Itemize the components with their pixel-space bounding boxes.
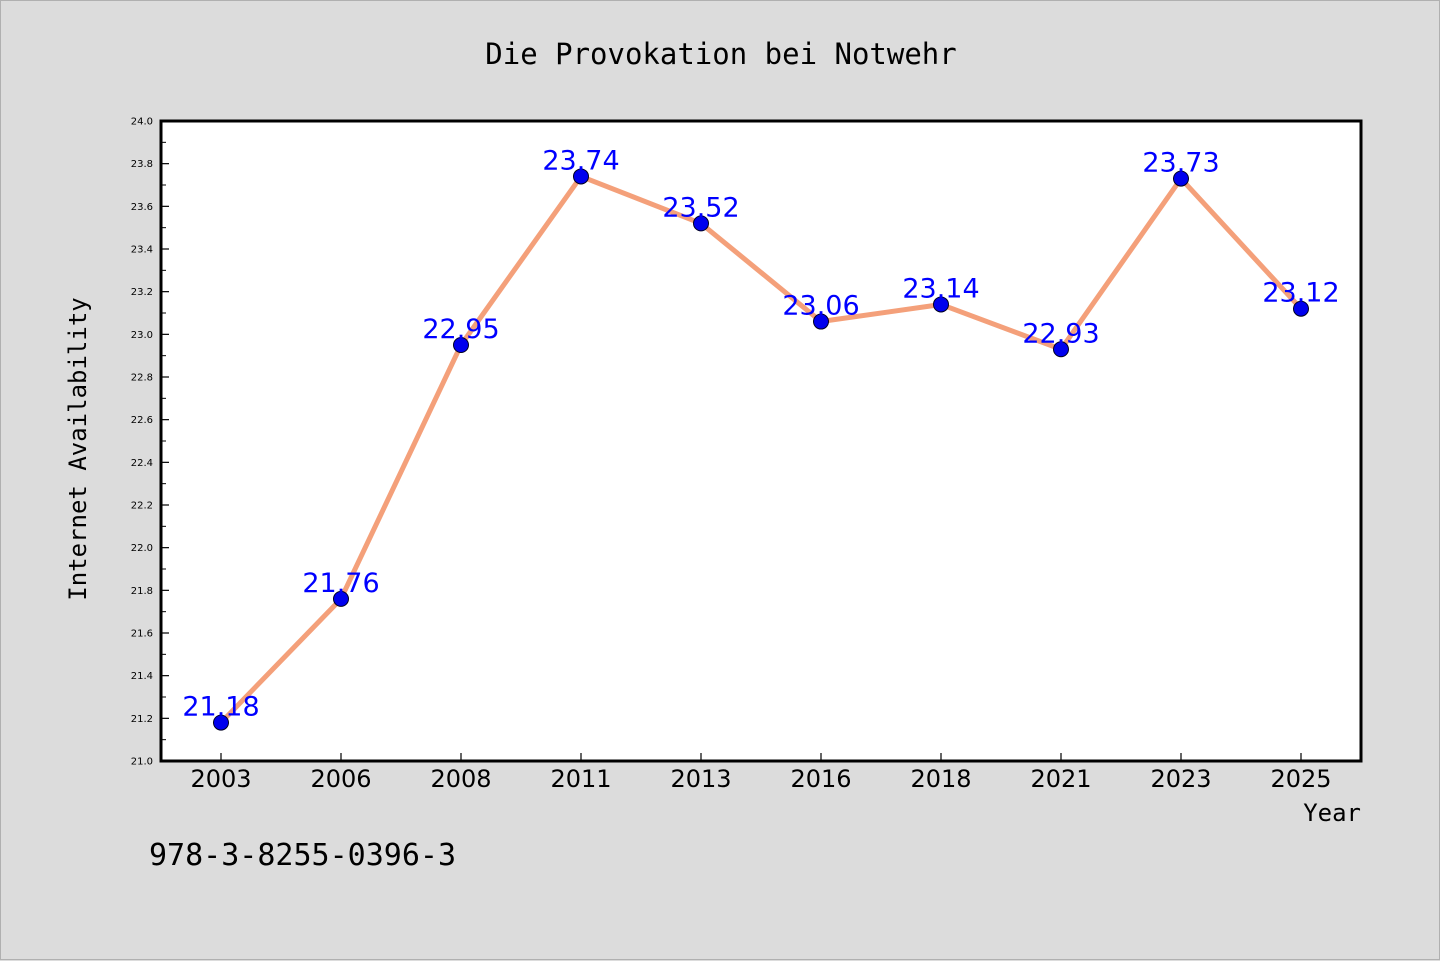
data-point	[333, 590, 349, 607]
data-point	[1293, 300, 1309, 317]
y-tick-label: 21.2	[131, 714, 153, 725]
y-tick-label: 23.4	[131, 245, 153, 256]
y-tick-label: 21.0	[131, 757, 153, 768]
series-layer: 21.18 21.76 22.95 23.74 23.52 23.06 23.14 22.93…	[182, 145, 1340, 731]
data-label: 21.76	[302, 568, 379, 599]
data-point	[693, 215, 709, 232]
y-tick-label: 21.4	[131, 671, 153, 682]
chart-title: Die Provokation bei Notwehr	[485, 37, 956, 71]
plot-area	[159, 119, 1363, 763]
y-tick-label: 22.0	[131, 543, 153, 554]
data-label: 23.14	[902, 273, 979, 304]
data-point	[1053, 341, 1069, 358]
x-tick-label: 2016	[790, 765, 851, 793]
x-tick-label: 2011	[550, 765, 611, 793]
x-tick-label: 2006	[310, 765, 371, 793]
data-point	[453, 337, 469, 353]
y-tick-label: 22.2	[131, 501, 153, 512]
x-axis-label: Year	[1303, 799, 1361, 827]
y-tick-label: 23.0	[131, 330, 153, 341]
y-tick-label: 23.6	[131, 202, 153, 213]
data-point	[1173, 170, 1189, 187]
x-tick-label: 2003	[190, 765, 251, 793]
data-point	[813, 313, 829, 330]
x-tick-label: 2008	[430, 765, 491, 793]
y-tick-label: 22.8	[131, 373, 153, 384]
data-point	[573, 168, 589, 185]
x-tick-label: 2021	[1030, 765, 1091, 793]
data-label: 23.52	[662, 192, 739, 223]
x-tick-label: 2018	[910, 765, 971, 793]
isbn-footnote: 978-3-8255-0396-3	[149, 838, 456, 873]
y-tick-label: 23.2	[131, 287, 153, 298]
y-axis: 21.0 21.2 21.4 21.6 21.8 22.0 22.2 22.4 22.6 22.8…	[131, 117, 169, 768]
x-tick-label: 2013	[670, 765, 731, 793]
y-axis-label: Internet Availability	[64, 297, 92, 600]
y-tick-label: 22.4	[131, 458, 153, 469]
data-point	[933, 296, 949, 313]
y-tick-label: 23.8	[131, 159, 153, 170]
x-axis: 2003 2006 2008 2011 2013 2016 2018 2021 2023 2025	[190, 753, 1332, 793]
y-tick-label: 21.6	[131, 629, 153, 640]
x-tick-label: 2023	[1150, 765, 1211, 793]
data-label: 23.73	[1142, 148, 1219, 179]
data-label: 22.93	[1022, 318, 1099, 349]
data-label: 21.18	[182, 692, 259, 723]
series-line	[218, 173, 1304, 726]
data-label: 23.06	[782, 291, 859, 322]
data-label: 23.12	[1262, 278, 1339, 309]
x-tick-label: 2025	[1270, 765, 1331, 793]
y-tick-label: 21.8	[131, 586, 153, 597]
y-tick-label: 22.6	[131, 415, 153, 426]
data-label: 22.95	[422, 314, 499, 345]
data-label: 23.74	[542, 145, 619, 176]
data-point	[213, 714, 229, 731]
y-tick-label: 24.0	[131, 117, 153, 128]
